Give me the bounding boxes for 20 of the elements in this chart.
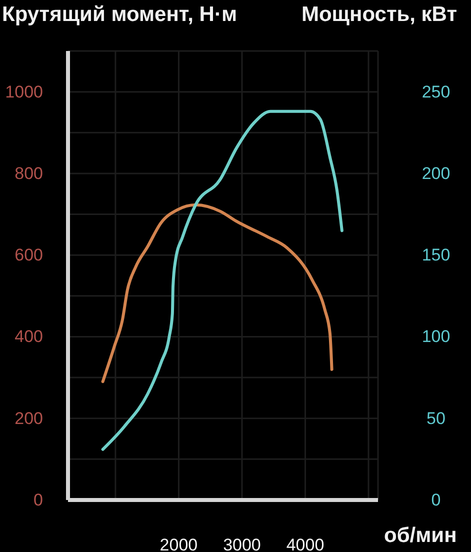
line-series <box>101 203 334 384</box>
y2-tick-label: 250 <box>422 82 450 102</box>
y-tick-label: 400 <box>14 327 43 346</box>
y2-tick-label: 50 <box>426 408 446 428</box>
y-axis-title: Крутящий момент, Н·м <box>2 3 237 27</box>
y-tick-label: 0 <box>34 490 43 510</box>
x-axis-title: об/мин <box>384 524 457 548</box>
y2-tick-label: 150 <box>422 246 450 265</box>
y-tick-label: 800 <box>14 164 43 183</box>
y-tick-label: 200 <box>14 408 43 428</box>
line-series <box>101 110 344 451</box>
y2-tick-label: 100 <box>422 327 450 346</box>
y-tick-label: 1000 <box>5 82 43 102</box>
x-tick-label: 2000 <box>160 536 198 552</box>
y2-tick-label: 200 <box>422 164 450 183</box>
x-tick-label: 3000 <box>223 536 261 552</box>
y2-axis-title: Мощность, кВт <box>301 3 457 27</box>
y-tick-label: 600 <box>14 246 43 265</box>
x-tick-label: 4000 <box>286 536 324 552</box>
y2-tick-label: 0 <box>431 490 441 510</box>
